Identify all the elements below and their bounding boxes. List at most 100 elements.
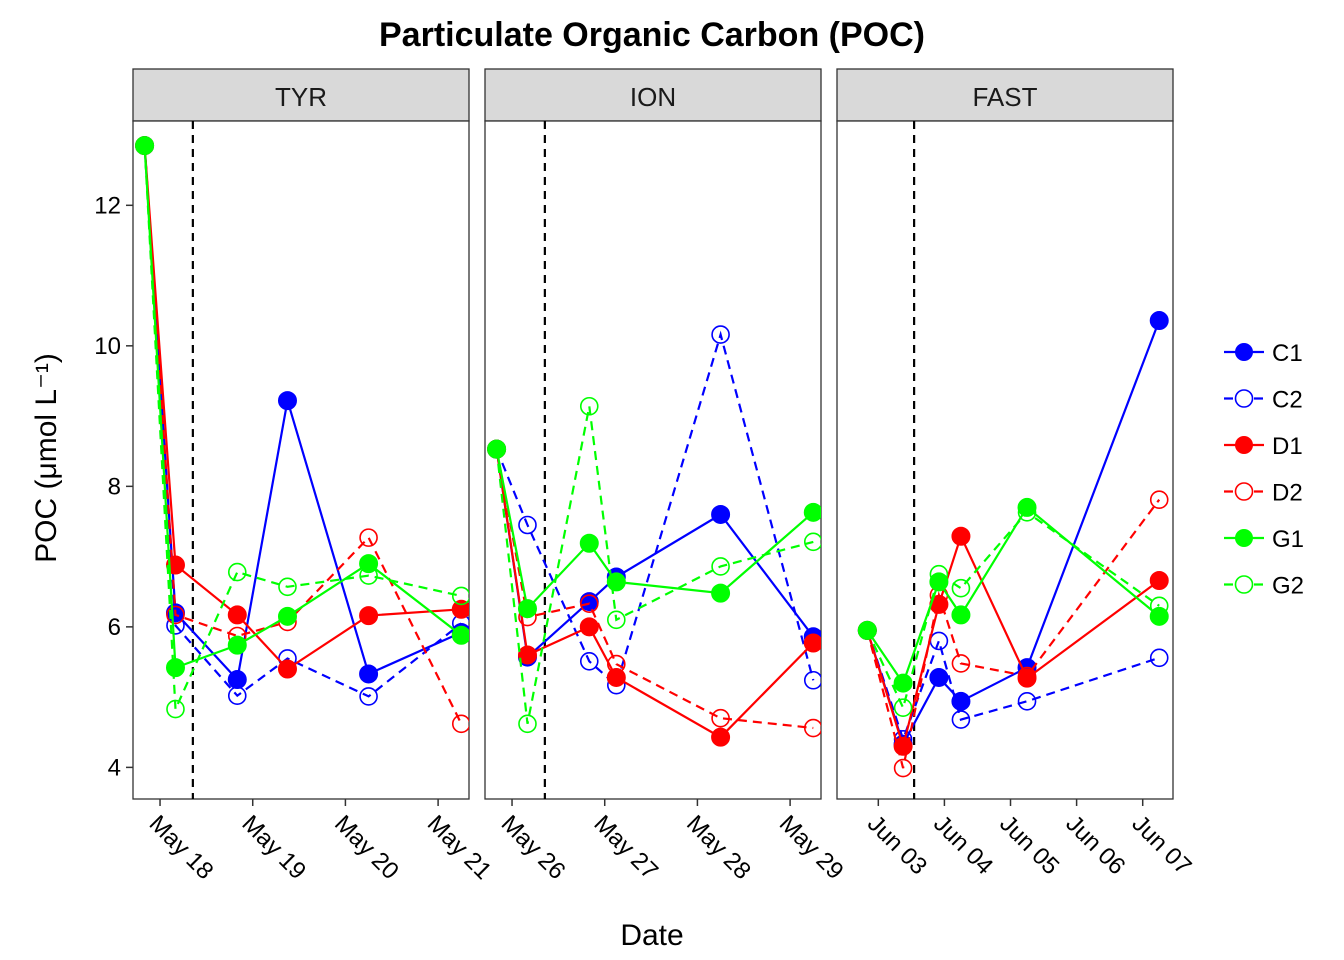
data-point-g1 [165,658,185,678]
legend-item-g2: G2 [1224,573,1304,600]
y-axis-title: POC (μmol L⁻¹) [30,353,63,563]
data-point-g1 [803,502,821,522]
data-point-c2 [1149,648,1169,668]
data-point-d1 [165,555,185,575]
data-point-g2 [857,621,877,640]
facet-strip-label: ION [630,82,676,112]
legend-item-d1: D1 [1224,433,1303,460]
data-point-d1 [359,606,379,626]
legend-key-marker [1234,482,1254,501]
series-line-d2 [495,448,814,730]
data-point-g2 [451,586,469,606]
data-point-g2 [1149,596,1169,616]
data-point-d2 [359,528,378,547]
legend-label: G2 [1272,573,1304,600]
panel-ion: ION May 26 May 27 May 28 May 29 [484,68,849,885]
panel-data [135,121,469,799]
series-line-d1 [143,145,462,671]
x-tick-label: May 26 [496,810,571,885]
data-point-c2 [711,325,730,344]
data-point-c2 [803,670,821,690]
data-point-c2 [359,687,378,706]
data-point-c1 [227,670,247,690]
y-tick-label: 6 [108,614,121,641]
series-line-g2 [866,510,1160,711]
y-tick-label: 10 [94,333,121,360]
data-point-d1 [277,659,297,679]
data-point-g2 [607,610,626,630]
x-tick-label: Jun 07 [1126,810,1196,880]
facet-strip [132,68,470,122]
legend-label: D2 [1272,480,1303,507]
x-tick-label: Jun 03 [862,810,932,880]
x-tick-label: May 27 [588,810,663,885]
series-line-g2 [143,145,462,710]
data-point-d2 [893,758,913,778]
facet-panels: TYR 4 6 8 10 12 May 18 May 19 May 20 May 21 ION May… [94,68,1197,885]
data-point-d1 [803,633,821,653]
data-point-d2 [951,654,971,673]
x-tick-label: May 19 [236,810,311,885]
facet-strip [836,68,1174,122]
series-line-d1 [866,533,1160,751]
series-line-g2 [495,406,814,725]
series-line-d2 [143,145,463,725]
data-point-d1 [711,727,731,747]
data-point-g2 [227,562,247,582]
panel-border [484,120,822,800]
data-point-g2 [135,136,154,155]
data-point-c2 [579,651,599,671]
data-point-d1 [227,605,247,625]
legend-item-c2: C2 [1224,387,1303,414]
legend-key-marker [1234,389,1254,408]
data-point-g1 [1017,497,1037,517]
data-point-g1 [517,599,537,619]
data-point-c2 [1017,692,1037,711]
data-point-c2 [227,686,247,706]
series-line-c2 [143,145,462,698]
x-tick-label: May 21 [422,810,497,885]
facet-strip [484,68,822,122]
data-point-d2 [579,594,599,613]
data-point-d1 [579,617,599,637]
data-point-d2 [1149,490,1169,509]
data-point-d1 [606,667,626,687]
data-point-g2 [487,439,506,459]
panel-data [487,121,821,799]
facet-strip-label: TYR [275,82,327,112]
y-tick-label: 4 [108,754,121,781]
data-point-c1 [929,667,949,687]
data-point-g2 [579,396,599,416]
data-point-d1 [1149,570,1169,590]
data-point-d2 [1017,666,1037,686]
data-point-g2 [518,714,537,734]
data-point-d2 [607,654,626,674]
legend-item-c1: C1 [1224,340,1303,367]
data-point-g2 [1017,503,1037,522]
data-point-c1 [359,664,379,684]
data-point-g2 [166,699,185,719]
data-point-c2 [518,515,537,535]
data-point-g2 [893,698,913,717]
legend-key-marker [1235,436,1253,454]
x-tick-label: May 20 [329,810,404,885]
x-axis-title: Date [620,919,683,952]
x-tick-label: Jun 06 [1060,810,1130,880]
legend-label: C2 [1272,387,1303,414]
data-point-d2 [451,714,469,734]
legend-key-marker [1235,529,1253,547]
legend-item-d2: D2 [1224,480,1303,507]
legend-key-marker [1234,575,1254,594]
data-point-d1 [517,645,537,665]
chart-title: Particulate Organic Carbon (POC) [379,16,925,54]
data-point-g1 [451,625,469,645]
y-tick-label: 8 [108,473,121,500]
data-point-c1 [711,504,731,524]
legend: C1 C2 D1 D2 G1 G2 [1224,340,1304,600]
legend-label: C1 [1272,340,1303,367]
x-tick-label: May 29 [774,810,849,885]
series-line-g1 [866,505,1160,686]
x-tick-label: Jun 04 [928,810,998,880]
data-point-g2 [711,557,730,576]
